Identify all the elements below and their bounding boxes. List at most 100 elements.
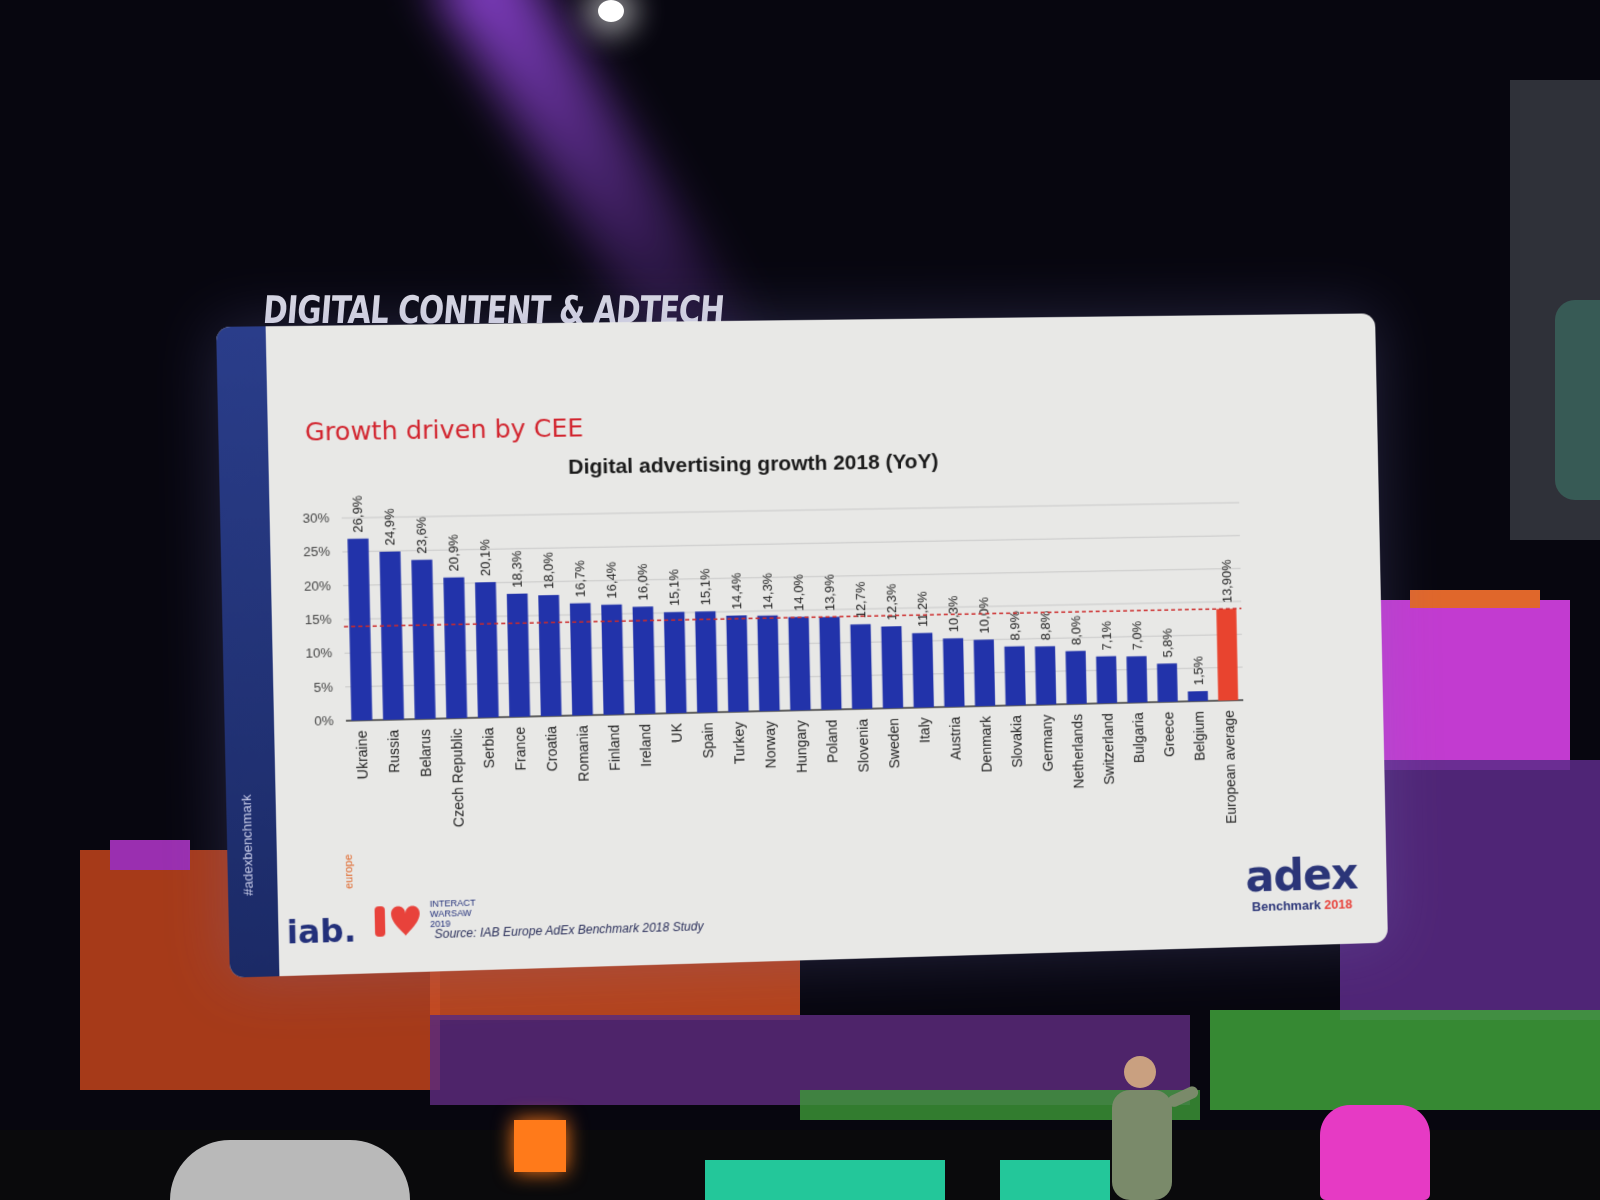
bar-value-label: 8,8% xyxy=(1037,610,1052,640)
y-tick-label: 20% xyxy=(304,578,331,594)
projection-screen: #adexbenchmark Growth driven by CEE Digi… xyxy=(216,313,1388,977)
bar-value-label: 11,2% xyxy=(915,591,931,627)
bar-value-label: 8,9% xyxy=(1007,610,1022,640)
interact-logo-icon xyxy=(372,899,422,941)
category-label: Poland xyxy=(824,719,841,763)
stage-lamp xyxy=(514,1120,566,1172)
y-tick-label: 30% xyxy=(302,510,329,526)
bar xyxy=(881,626,903,708)
iab-europe-logo-sub: europe xyxy=(343,854,356,889)
bar xyxy=(475,582,499,718)
bar-value-label: 12,7% xyxy=(853,581,869,618)
bar xyxy=(757,615,779,711)
category-label: Croatia xyxy=(543,726,560,772)
bar xyxy=(507,594,530,717)
category-label: Denmark xyxy=(977,715,994,773)
bar-value-label: 13,9% xyxy=(822,574,838,611)
bar xyxy=(1126,656,1147,703)
speaker-figure xyxy=(1090,1050,1200,1200)
bar xyxy=(538,595,561,716)
category-label: Turkey xyxy=(731,721,748,765)
slide: #adexbenchmark Growth driven by CEE Digi… xyxy=(216,313,1388,977)
category-label: Spain xyxy=(700,722,717,758)
stage-podium-left xyxy=(705,1160,945,1200)
category-label: Czech Republic xyxy=(449,728,467,827)
slide-headline: Growth driven by CEE xyxy=(305,413,584,446)
adex-logo-sub: Benchmark 2018 xyxy=(1246,896,1358,914)
bar xyxy=(601,604,624,714)
bar-value-label: 20,9% xyxy=(446,534,462,572)
bar-value-label: 24,9% xyxy=(382,508,398,546)
bar-value-label: 7,0% xyxy=(1129,621,1144,651)
bar-value-label: 14,0% xyxy=(791,574,807,611)
bar-value-label: 14,3% xyxy=(760,572,776,610)
category-label: Belarus xyxy=(417,729,434,777)
bar xyxy=(443,577,467,718)
bar-chart: Digital advertising growth 2018 (YoY) 26… xyxy=(276,433,1266,925)
bar-value-label: 1,5% xyxy=(1190,656,1205,686)
bar-value-label: 23,6% xyxy=(414,516,430,554)
bar-value-label: 16,0% xyxy=(635,563,651,601)
stage-car-silhouette xyxy=(170,1140,410,1200)
adex-logo-word: adex xyxy=(1245,853,1358,900)
category-label: Finland xyxy=(606,724,623,771)
bar xyxy=(1216,609,1238,701)
led-wall-orange-right xyxy=(1410,590,1540,608)
bar-value-label: 15,1% xyxy=(666,569,682,607)
bar-value-label: 5,8% xyxy=(1159,628,1174,658)
grid-line xyxy=(342,503,1240,518)
category-label: Greece xyxy=(1160,711,1176,757)
category-label: France xyxy=(512,726,529,770)
slide-hashtag: #adexbenchmark xyxy=(238,794,256,896)
bar xyxy=(1188,691,1208,701)
bar xyxy=(664,612,687,713)
category-label: Ireland xyxy=(637,724,654,767)
category-label: Switzerland xyxy=(1100,713,1117,785)
category-label: Belgium xyxy=(1191,711,1208,761)
bar-value-label: 10,0% xyxy=(976,597,991,634)
bar xyxy=(1004,646,1025,705)
bar xyxy=(380,551,404,719)
interact-logo-text: INTERACT WARSAW 2019 xyxy=(430,898,477,930)
iab-europe-logo: iab. xyxy=(286,911,356,952)
bar xyxy=(570,603,593,715)
bar xyxy=(974,640,996,707)
y-tick-label: 5% xyxy=(313,679,333,695)
bar xyxy=(850,624,872,709)
bar xyxy=(1157,663,1178,702)
category-label: Slovenia xyxy=(855,719,872,773)
bar xyxy=(819,617,841,710)
stage-background: DIGITAL CONTENT & ADTECH #adexbenchmark … xyxy=(0,0,1600,1200)
bar-value-label: 18,0% xyxy=(541,551,557,589)
y-tick-label: 15% xyxy=(305,612,332,628)
bar-value-label: 16,7% xyxy=(572,560,588,598)
bar-value-label: 7,1% xyxy=(1099,620,1114,650)
bar-value-label: 8,0% xyxy=(1068,615,1083,645)
bar-value-label: 16,4% xyxy=(604,561,620,599)
led-wall-grey-panel xyxy=(1510,80,1600,540)
bar xyxy=(633,606,656,714)
bar-value-label: 18,3% xyxy=(509,550,525,588)
bar xyxy=(726,615,749,712)
led-wall-green-right xyxy=(1210,1010,1600,1110)
bar xyxy=(1096,656,1117,703)
y-tick-label: 10% xyxy=(305,645,332,661)
bar xyxy=(1066,651,1087,704)
category-label: UK xyxy=(669,722,685,742)
stage-spotlight xyxy=(598,0,624,22)
category-label: Netherlands xyxy=(1069,714,1086,789)
bar xyxy=(348,539,373,721)
bar-value-label: 14,4% xyxy=(729,572,745,610)
adex-benchmark-logo: adex Benchmark 2018 xyxy=(1245,853,1358,914)
y-tick-label: 25% xyxy=(303,544,330,560)
bar-value-label: 13,90% xyxy=(1219,559,1234,603)
category-label: European average xyxy=(1221,710,1239,824)
bar xyxy=(411,560,435,720)
category-label: Romania xyxy=(575,725,592,782)
category-label: Italy xyxy=(916,716,932,743)
category-label: Russia xyxy=(386,729,403,773)
category-label: Sweden xyxy=(885,718,902,769)
category-label: Hungary xyxy=(793,719,810,773)
chart-title: Digital advertising growth 2018 (YoY) xyxy=(568,450,939,479)
bar-value-label: 20,1% xyxy=(477,538,493,576)
